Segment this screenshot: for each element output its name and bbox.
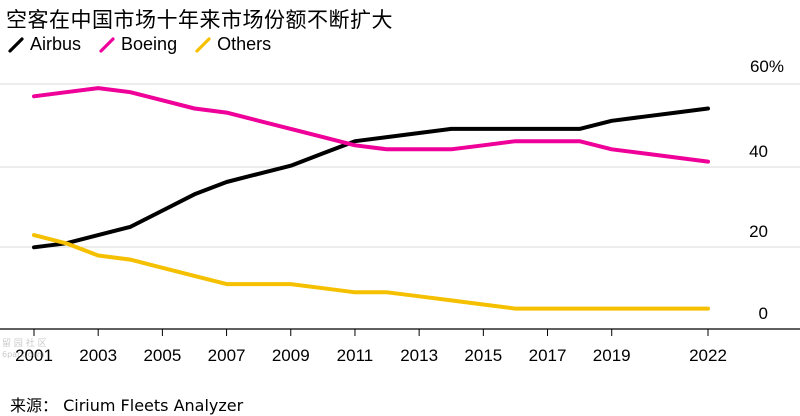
x-tick-label: 2007 <box>208 346 246 365</box>
watermark-logo: 留 园 社 区 6park.com <box>2 337 47 359</box>
chart-title: 空客在中国市场十年来市场份额不断扩大 <box>6 8 393 32</box>
source-note: 来源： Cirium Fleets Analyzer <box>10 396 244 415</box>
series-line-others <box>32 233 710 311</box>
x-tick-label: 2019 <box>593 346 631 365</box>
y-tick-label: 40 <box>749 142 768 161</box>
x-tick-label: 2003 <box>79 346 117 365</box>
series-line-boeing <box>32 86 710 164</box>
y-tick-label: 0 <box>759 304 768 323</box>
legend-label: Others <box>217 34 272 54</box>
legend-label: Airbus <box>30 34 82 54</box>
x-tick-label: 2022 <box>689 346 727 365</box>
svg-text:6park.com: 6park.com <box>2 350 45 359</box>
series-line-airbus <box>32 106 710 250</box>
x-tick-label: 2015 <box>464 346 502 365</box>
x-tick-label: 2011 <box>337 346 374 365</box>
x-tick-label: 2001 <box>15 346 53 365</box>
x-tick-label: 2009 <box>272 346 310 365</box>
legend-swatch-others <box>195 36 211 53</box>
y-tick-label: 60% <box>750 57 784 76</box>
legend-swatch-boeing <box>99 36 115 53</box>
legend-item-airbus: Airbus <box>8 34 81 55</box>
legend: Airbus Boeing Others <box>8 34 271 55</box>
x-tick-label: 2013 <box>400 346 438 365</box>
y-tick-label: 20 <box>749 222 768 241</box>
x-tick-label: 2017 <box>529 346 567 365</box>
legend-item-others: Others <box>195 34 271 55</box>
x-tick-label: 2005 <box>143 346 181 365</box>
svg-text:留 园 社 区: 留 园 社 区 <box>2 337 47 349</box>
legend-swatch-airbus <box>8 36 24 53</box>
legend-label: Boeing <box>121 34 178 54</box>
legend-item-boeing: Boeing <box>99 34 177 55</box>
